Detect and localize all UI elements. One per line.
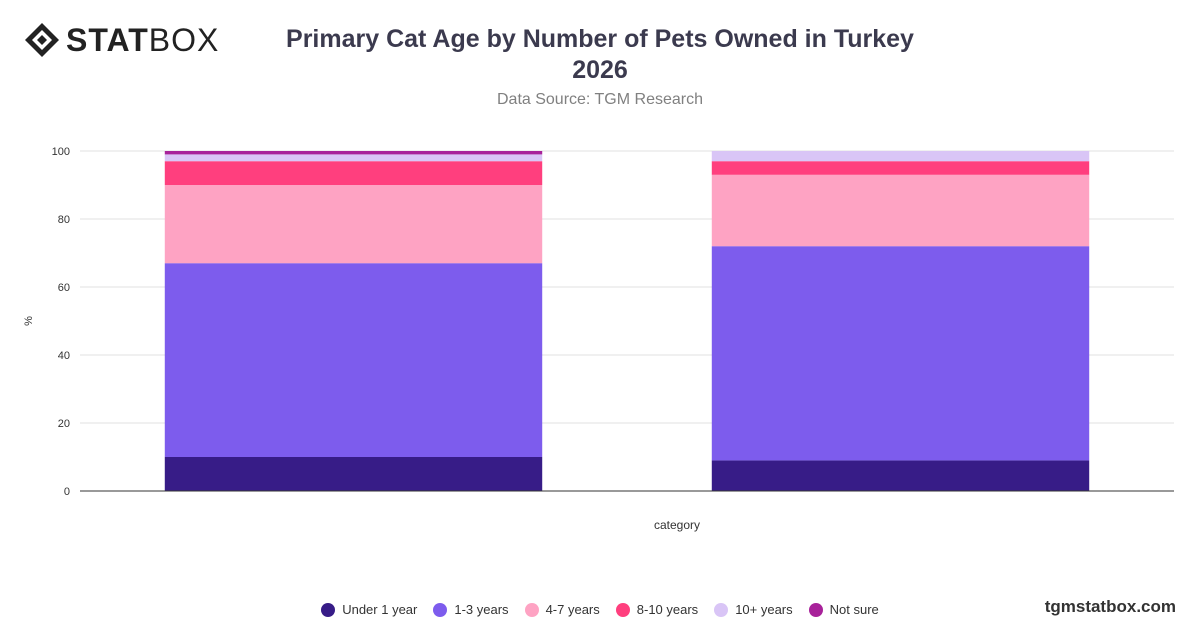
y-tick-label: 80 (58, 214, 70, 226)
watermark: tgmstatbox.com (1044, 597, 1176, 616)
chart-title-line2: 2026 (572, 56, 628, 84)
diamond-logo-icon (25, 23, 59, 57)
legend-item[interactable]: 4-7 years (524, 602, 600, 617)
statbox-logo: STAT BOX (24, 22, 219, 58)
y-tick-label: 60 (58, 282, 70, 294)
y-tick-label: 40 (58, 350, 70, 362)
legend-label: Not sure (829, 602, 879, 617)
legend-item[interactable]: 1-3 years (433, 602, 509, 617)
chart-subtitle: Data Source: TGM Research (496, 91, 703, 108)
legend-item[interactable]: 8-10 years (615, 602, 699, 617)
legend-item[interactable]: Under 1 year (321, 602, 417, 617)
legend-label: 1-3 years (454, 602, 509, 617)
legend-swatch-icon (714, 602, 729, 617)
legend-label: 8-10 years (636, 602, 699, 617)
logo-text-bold: STAT (66, 21, 149, 58)
y-tick-label: 20 (58, 418, 70, 430)
bar-segment-4-7-years (164, 185, 543, 264)
y-axis-label: % (23, 316, 35, 326)
legend-label: 4-7 years (545, 602, 600, 617)
legend-item[interactable]: 10+ years (714, 602, 793, 617)
legend-swatch-icon (808, 602, 823, 617)
logo-text-light: BOX (148, 21, 220, 58)
legend-swatch-icon (615, 602, 630, 617)
bar-segment-under-1-year (711, 460, 1090, 491)
bar-segment-under-1-year (164, 457, 543, 491)
y-tick-label: 100 (52, 146, 70, 158)
bar-segment-1-3-years (711, 246, 1090, 461)
legend-label: 10+ years (735, 602, 793, 617)
bar-segment-4-7-years (711, 174, 1090, 247)
x-axis-label: category (654, 518, 700, 532)
bar-segment-8-10-years (711, 161, 1090, 175)
stacked-bar-chart: 0 20 40 60 80 100% category (23, 146, 1174, 532)
legend-swatch-icon (321, 602, 336, 617)
legend-swatch-icon (524, 602, 539, 617)
bar-segment-10-years (164, 154, 543, 162)
chart-title-line1: Primary Cat Age by Number of Pets Owned … (286, 25, 914, 53)
legend-item[interactable]: Not sure (808, 602, 879, 617)
bar-segment-1-3-years (164, 263, 543, 457)
bar-segment-10-years (711, 151, 1090, 162)
bar-segment-8-10-years (164, 161, 543, 185)
bar-segment-not-sure (164, 151, 543, 155)
legend-label: Under 1 year (342, 602, 418, 617)
y-tick-label: 0 (64, 486, 70, 498)
legend-swatch-icon (433, 602, 448, 617)
chart-title: Primary Cat Age by Number of Pets Owned … (250, 24, 950, 86)
chart-legend: Under 1 year 1-3 years 4-7 years 8-10 years… (0, 602, 1200, 617)
